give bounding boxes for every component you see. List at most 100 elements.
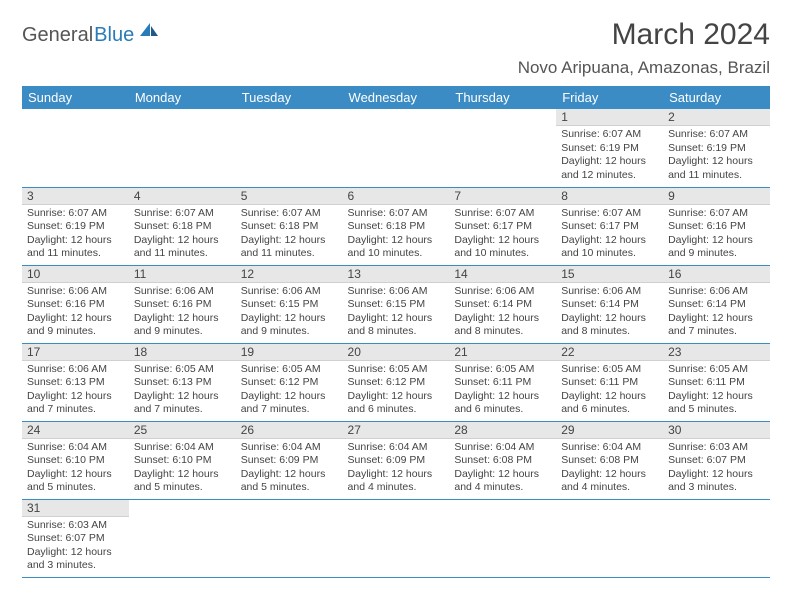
- day-number: 24: [22, 422, 129, 439]
- calendar-row: 3Sunrise: 6:07 AMSunset: 6:19 PMDaylight…: [22, 187, 770, 265]
- day-number: 15: [556, 266, 663, 283]
- day-number: 23: [663, 344, 770, 361]
- calendar-cell: 20Sunrise: 6:05 AMSunset: 6:12 PMDayligh…: [343, 343, 450, 421]
- calendar-cell: 2Sunrise: 6:07 AMSunset: 6:19 PMDaylight…: [663, 109, 770, 187]
- calendar-cell: 17Sunrise: 6:06 AMSunset: 6:13 PMDayligh…: [22, 343, 129, 421]
- calendar-row: 1Sunrise: 6:07 AMSunset: 6:19 PMDaylight…: [22, 109, 770, 187]
- weekday-header: Sunday: [22, 86, 129, 109]
- day-info: Sunrise: 6:07 AMSunset: 6:19 PMDaylight:…: [556, 126, 663, 186]
- weekday-header: Thursday: [449, 86, 556, 109]
- calendar-cell: 9Sunrise: 6:07 AMSunset: 6:16 PMDaylight…: [663, 187, 770, 265]
- calendar-cell: 7Sunrise: 6:07 AMSunset: 6:17 PMDaylight…: [449, 187, 556, 265]
- day-number: 8: [556, 188, 663, 205]
- calendar-row: 24Sunrise: 6:04 AMSunset: 6:10 PMDayligh…: [22, 421, 770, 499]
- day-number: 25: [129, 422, 236, 439]
- calendar-cell-empty: [22, 109, 129, 187]
- day-number: 2: [663, 109, 770, 126]
- day-info: Sunrise: 6:07 AMSunset: 6:16 PMDaylight:…: [663, 205, 770, 265]
- weekday-header: Tuesday: [236, 86, 343, 109]
- calendar-cell: 24Sunrise: 6:04 AMSunset: 6:10 PMDayligh…: [22, 421, 129, 499]
- day-number: 9: [663, 188, 770, 205]
- day-number: 10: [22, 266, 129, 283]
- location-subtitle: Novo Aripuana, Amazonas, Brazil: [518, 58, 770, 78]
- day-number: 11: [129, 266, 236, 283]
- calendar-cell: 8Sunrise: 6:07 AMSunset: 6:17 PMDaylight…: [556, 187, 663, 265]
- day-info: Sunrise: 6:03 AMSunset: 6:07 PMDaylight:…: [663, 439, 770, 499]
- calendar-cell: 30Sunrise: 6:03 AMSunset: 6:07 PMDayligh…: [663, 421, 770, 499]
- day-info: Sunrise: 6:04 AMSunset: 6:10 PMDaylight:…: [129, 439, 236, 499]
- day-info: Sunrise: 6:07 AMSunset: 6:18 PMDaylight:…: [343, 205, 450, 265]
- header: General Blue March 2024 Novo Aripuana, A…: [22, 18, 770, 78]
- day-number: 18: [129, 344, 236, 361]
- calendar-cell: 3Sunrise: 6:07 AMSunset: 6:19 PMDaylight…: [22, 187, 129, 265]
- day-number: 13: [343, 266, 450, 283]
- day-number: 20: [343, 344, 450, 361]
- day-info: Sunrise: 6:05 AMSunset: 6:12 PMDaylight:…: [236, 361, 343, 421]
- day-number: 4: [129, 188, 236, 205]
- calendar-cell-empty: [663, 499, 770, 577]
- logo: General Blue: [22, 24, 160, 47]
- title-block: March 2024 Novo Aripuana, Amazonas, Braz…: [518, 18, 770, 78]
- day-number: 29: [556, 422, 663, 439]
- calendar-cell-empty: [343, 499, 450, 577]
- calendar-cell: 1Sunrise: 6:07 AMSunset: 6:19 PMDaylight…: [556, 109, 663, 187]
- calendar-cell: 27Sunrise: 6:04 AMSunset: 6:09 PMDayligh…: [343, 421, 450, 499]
- day-info: Sunrise: 6:06 AMSunset: 6:14 PMDaylight:…: [556, 283, 663, 343]
- weekday-header: Monday: [129, 86, 236, 109]
- calendar-cell-empty: [129, 109, 236, 187]
- day-number: 26: [236, 422, 343, 439]
- calendar-cell: 4Sunrise: 6:07 AMSunset: 6:18 PMDaylight…: [129, 187, 236, 265]
- calendar-cell: 31Sunrise: 6:03 AMSunset: 6:07 PMDayligh…: [22, 499, 129, 577]
- calendar-cell: 25Sunrise: 6:04 AMSunset: 6:10 PMDayligh…: [129, 421, 236, 499]
- day-number: 7: [449, 188, 556, 205]
- day-info: Sunrise: 6:04 AMSunset: 6:09 PMDaylight:…: [343, 439, 450, 499]
- day-info: Sunrise: 6:07 AMSunset: 6:19 PMDaylight:…: [663, 126, 770, 186]
- day-number: 14: [449, 266, 556, 283]
- day-info: Sunrise: 6:03 AMSunset: 6:07 PMDaylight:…: [22, 517, 129, 577]
- calendar-body: 1Sunrise: 6:07 AMSunset: 6:19 PMDaylight…: [22, 109, 770, 577]
- calendar-cell: 29Sunrise: 6:04 AMSunset: 6:08 PMDayligh…: [556, 421, 663, 499]
- calendar-row: 17Sunrise: 6:06 AMSunset: 6:13 PMDayligh…: [22, 343, 770, 421]
- calendar-cell: 18Sunrise: 6:05 AMSunset: 6:13 PMDayligh…: [129, 343, 236, 421]
- day-info: Sunrise: 6:05 AMSunset: 6:11 PMDaylight:…: [556, 361, 663, 421]
- sail-icon: [138, 21, 160, 44]
- day-number: 3: [22, 188, 129, 205]
- calendar-cell-empty: [556, 499, 663, 577]
- day-info: Sunrise: 6:05 AMSunset: 6:11 PMDaylight:…: [449, 361, 556, 421]
- day-info: Sunrise: 6:07 AMSunset: 6:19 PMDaylight:…: [22, 205, 129, 265]
- day-info: Sunrise: 6:06 AMSunset: 6:16 PMDaylight:…: [22, 283, 129, 343]
- calendar-cell-empty: [449, 109, 556, 187]
- day-info: Sunrise: 6:04 AMSunset: 6:08 PMDaylight:…: [449, 439, 556, 499]
- day-info: Sunrise: 6:07 AMSunset: 6:17 PMDaylight:…: [449, 205, 556, 265]
- calendar-cell: 21Sunrise: 6:05 AMSunset: 6:11 PMDayligh…: [449, 343, 556, 421]
- logo-text-blue: Blue: [94, 24, 134, 47]
- day-number: 6: [343, 188, 450, 205]
- day-info: Sunrise: 6:06 AMSunset: 6:14 PMDaylight:…: [663, 283, 770, 343]
- calendar-row: 10Sunrise: 6:06 AMSunset: 6:16 PMDayligh…: [22, 265, 770, 343]
- day-number: 17: [22, 344, 129, 361]
- day-number: 30: [663, 422, 770, 439]
- calendar-cell-empty: [449, 499, 556, 577]
- day-number: 1: [556, 109, 663, 126]
- day-number: 22: [556, 344, 663, 361]
- calendar-cell: 11Sunrise: 6:06 AMSunset: 6:16 PMDayligh…: [129, 265, 236, 343]
- day-info: Sunrise: 6:06 AMSunset: 6:15 PMDaylight:…: [343, 283, 450, 343]
- day-number: 12: [236, 266, 343, 283]
- day-info: Sunrise: 6:06 AMSunset: 6:15 PMDaylight:…: [236, 283, 343, 343]
- calendar-cell: 12Sunrise: 6:06 AMSunset: 6:15 PMDayligh…: [236, 265, 343, 343]
- day-info: Sunrise: 6:06 AMSunset: 6:14 PMDaylight:…: [449, 283, 556, 343]
- calendar-row: 31Sunrise: 6:03 AMSunset: 6:07 PMDayligh…: [22, 499, 770, 577]
- weekday-header: Wednesday: [343, 86, 450, 109]
- calendar-cell-empty: [236, 499, 343, 577]
- logo-text-general: General: [22, 24, 93, 47]
- day-number: 16: [663, 266, 770, 283]
- day-info: Sunrise: 6:07 AMSunset: 6:17 PMDaylight:…: [556, 205, 663, 265]
- day-info: Sunrise: 6:04 AMSunset: 6:08 PMDaylight:…: [556, 439, 663, 499]
- day-info: Sunrise: 6:06 AMSunset: 6:13 PMDaylight:…: [22, 361, 129, 421]
- day-info: Sunrise: 6:07 AMSunset: 6:18 PMDaylight:…: [129, 205, 236, 265]
- calendar-cell: 10Sunrise: 6:06 AMSunset: 6:16 PMDayligh…: [22, 265, 129, 343]
- day-info: Sunrise: 6:07 AMSunset: 6:18 PMDaylight:…: [236, 205, 343, 265]
- weekday-header: Saturday: [663, 86, 770, 109]
- calendar-cell: 15Sunrise: 6:06 AMSunset: 6:14 PMDayligh…: [556, 265, 663, 343]
- calendar-cell: 14Sunrise: 6:06 AMSunset: 6:14 PMDayligh…: [449, 265, 556, 343]
